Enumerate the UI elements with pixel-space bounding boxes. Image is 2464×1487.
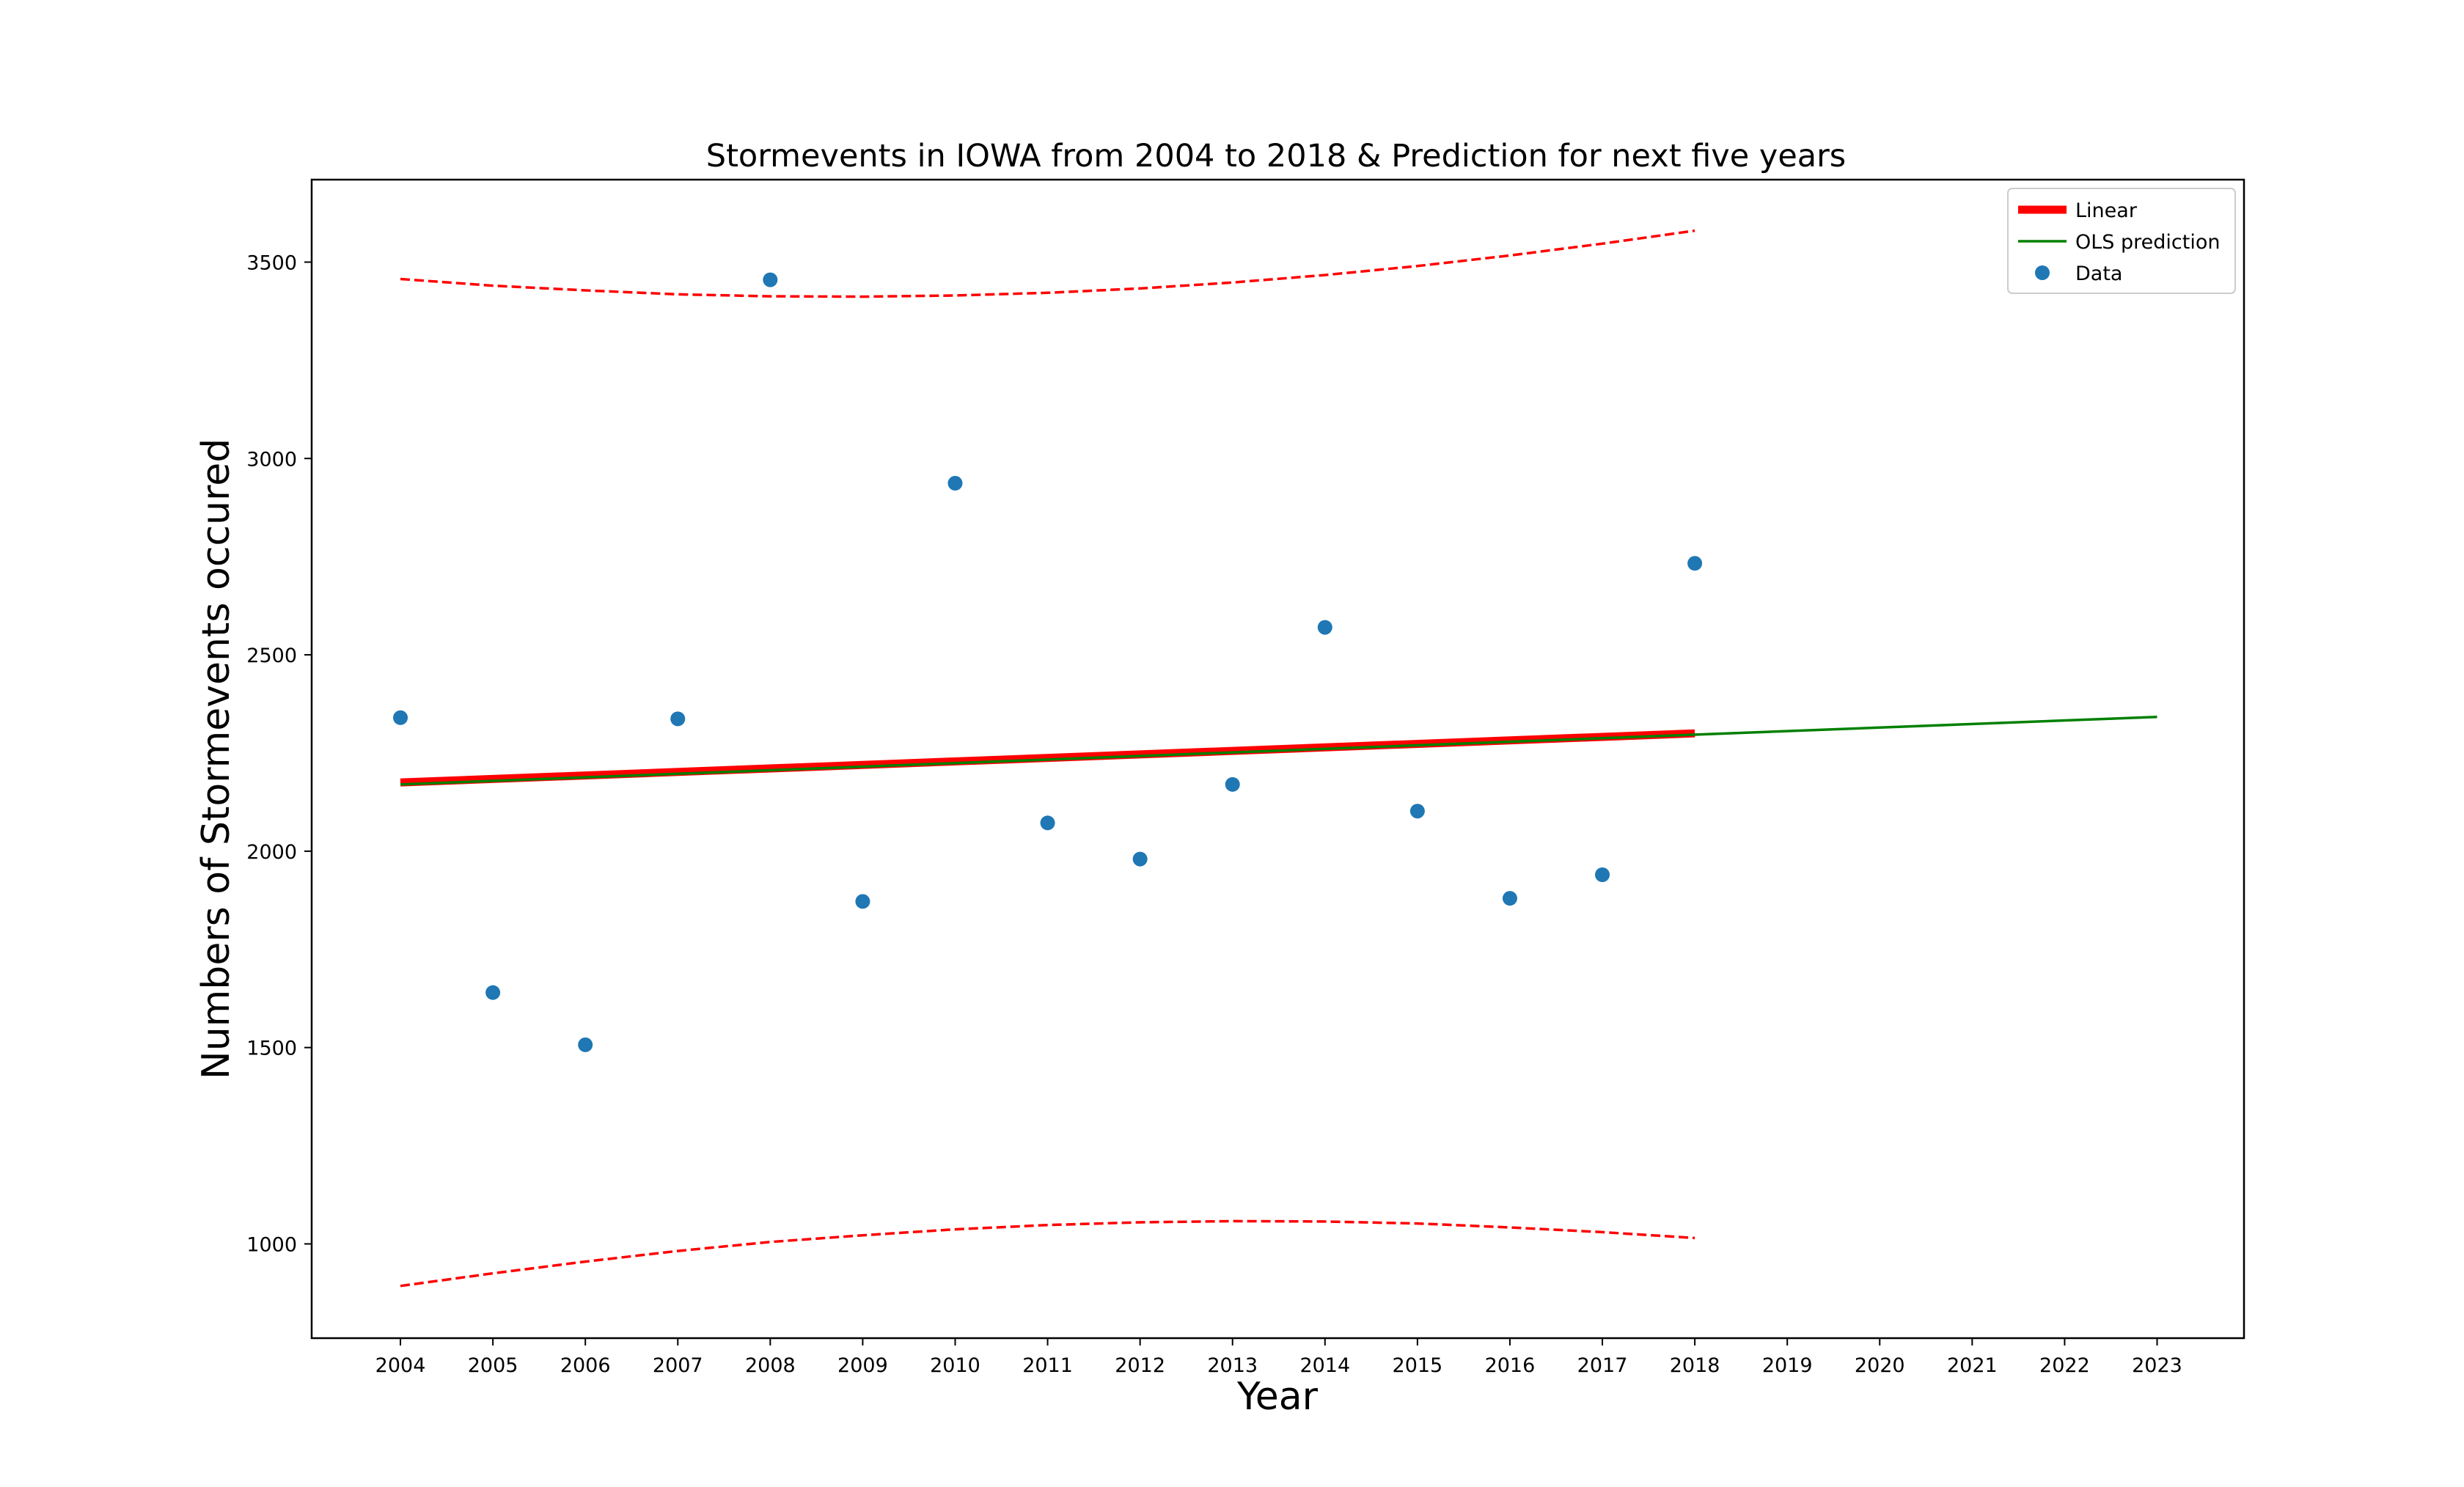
y-axis: 1000 1500 2000 2500 3000 3500 — [246, 251, 312, 1256]
y-tick-label-2000: 2000 — [246, 841, 297, 864]
legend-label-ols-prediction: OLS prediction — [2075, 231, 2220, 254]
data-point-2018 — [1687, 556, 1703, 571]
x-tick-label-2007: 2007 — [653, 1354, 703, 1377]
x-tick-label-2006: 2006 — [560, 1354, 611, 1377]
ols-prediction-line — [400, 715, 2157, 786]
x-axis: 2004 2005 2006 2007 2008 2009 2010 2011 2012 2013… — [375, 1338, 2182, 1377]
x-tick-label-2008: 2008 — [745, 1354, 796, 1377]
legend-box — [2007, 188, 2236, 294]
legend-label-data: Data — [2075, 262, 2122, 285]
x-tick-label-2022: 2022 — [2039, 1354, 2090, 1377]
x-tick-label-2017: 2017 — [1577, 1354, 1628, 1377]
plot-area — [393, 229, 2157, 1288]
legend-swatch-data — [2035, 265, 2050, 280]
confidence-band-upper — [400, 229, 1695, 298]
plot-frame — [310, 178, 2245, 1340]
legend: Linear OLS prediction Data — [2007, 188, 2236, 294]
data-point-2011 — [1040, 815, 1055, 831]
data-point-2005 — [485, 985, 501, 1000]
x-tick-label-2023: 2023 — [2132, 1354, 2182, 1377]
data-point-2013 — [1225, 776, 1240, 792]
x-tick-label-2016: 2016 — [1485, 1354, 1536, 1377]
x-tick-label-2013: 2013 — [1207, 1354, 1258, 1377]
x-tick-label-2018: 2018 — [1670, 1354, 1720, 1377]
x-tick-label-2010: 2010 — [930, 1354, 980, 1377]
data-point-2006 — [578, 1037, 593, 1052]
x-tick-label-2019: 2019 — [1762, 1354, 1813, 1377]
data-point-2008 — [763, 272, 778, 287]
x-tick-label-2020: 2020 — [1855, 1354, 1905, 1377]
x-axis-label: Year — [1236, 1375, 1319, 1419]
x-tick-label-2011: 2011 — [1022, 1354, 1073, 1377]
linear-fit-line — [400, 729, 1695, 787]
y-tick-label-3500: 3500 — [246, 251, 297, 274]
data-point-2010 — [947, 476, 963, 491]
y-tick-label-1000: 1000 — [246, 1233, 297, 1256]
x-tick-label-2012: 2012 — [1115, 1354, 1165, 1377]
chart-title: Stormevents in IOWA from 2004 to 2018 & … — [706, 138, 1846, 175]
y-tick-label-1500: 1500 — [246, 1038, 297, 1060]
legend-label-linear: Linear — [2075, 199, 2138, 222]
data-point-2009 — [855, 894, 870, 909]
x-tick-label-2015: 2015 — [1393, 1354, 1443, 1377]
data-point-2015 — [1409, 804, 1425, 819]
y-tick-label-2500: 2500 — [246, 645, 297, 667]
data-point-2012 — [1132, 851, 1148, 867]
data-point-2017 — [1595, 867, 1610, 882]
data-point-2016 — [1502, 891, 1517, 906]
confidence-band-lower — [400, 1219, 1695, 1288]
x-tick-label-2009: 2009 — [837, 1354, 888, 1377]
x-tick-label-2005: 2005 — [468, 1354, 518, 1377]
data-point-2014 — [1317, 620, 1332, 635]
x-tick-label-2021: 2021 — [1947, 1354, 1998, 1377]
data-point-2007 — [670, 711, 686, 727]
y-axis-label: Numbers of Stormevents occured — [194, 438, 238, 1079]
data-point-2004 — [393, 710, 408, 725]
x-tick-label-2014: 2014 — [1299, 1354, 1350, 1377]
x-tick-label-2004: 2004 — [375, 1354, 426, 1377]
y-tick-label-3000: 3000 — [246, 448, 297, 471]
